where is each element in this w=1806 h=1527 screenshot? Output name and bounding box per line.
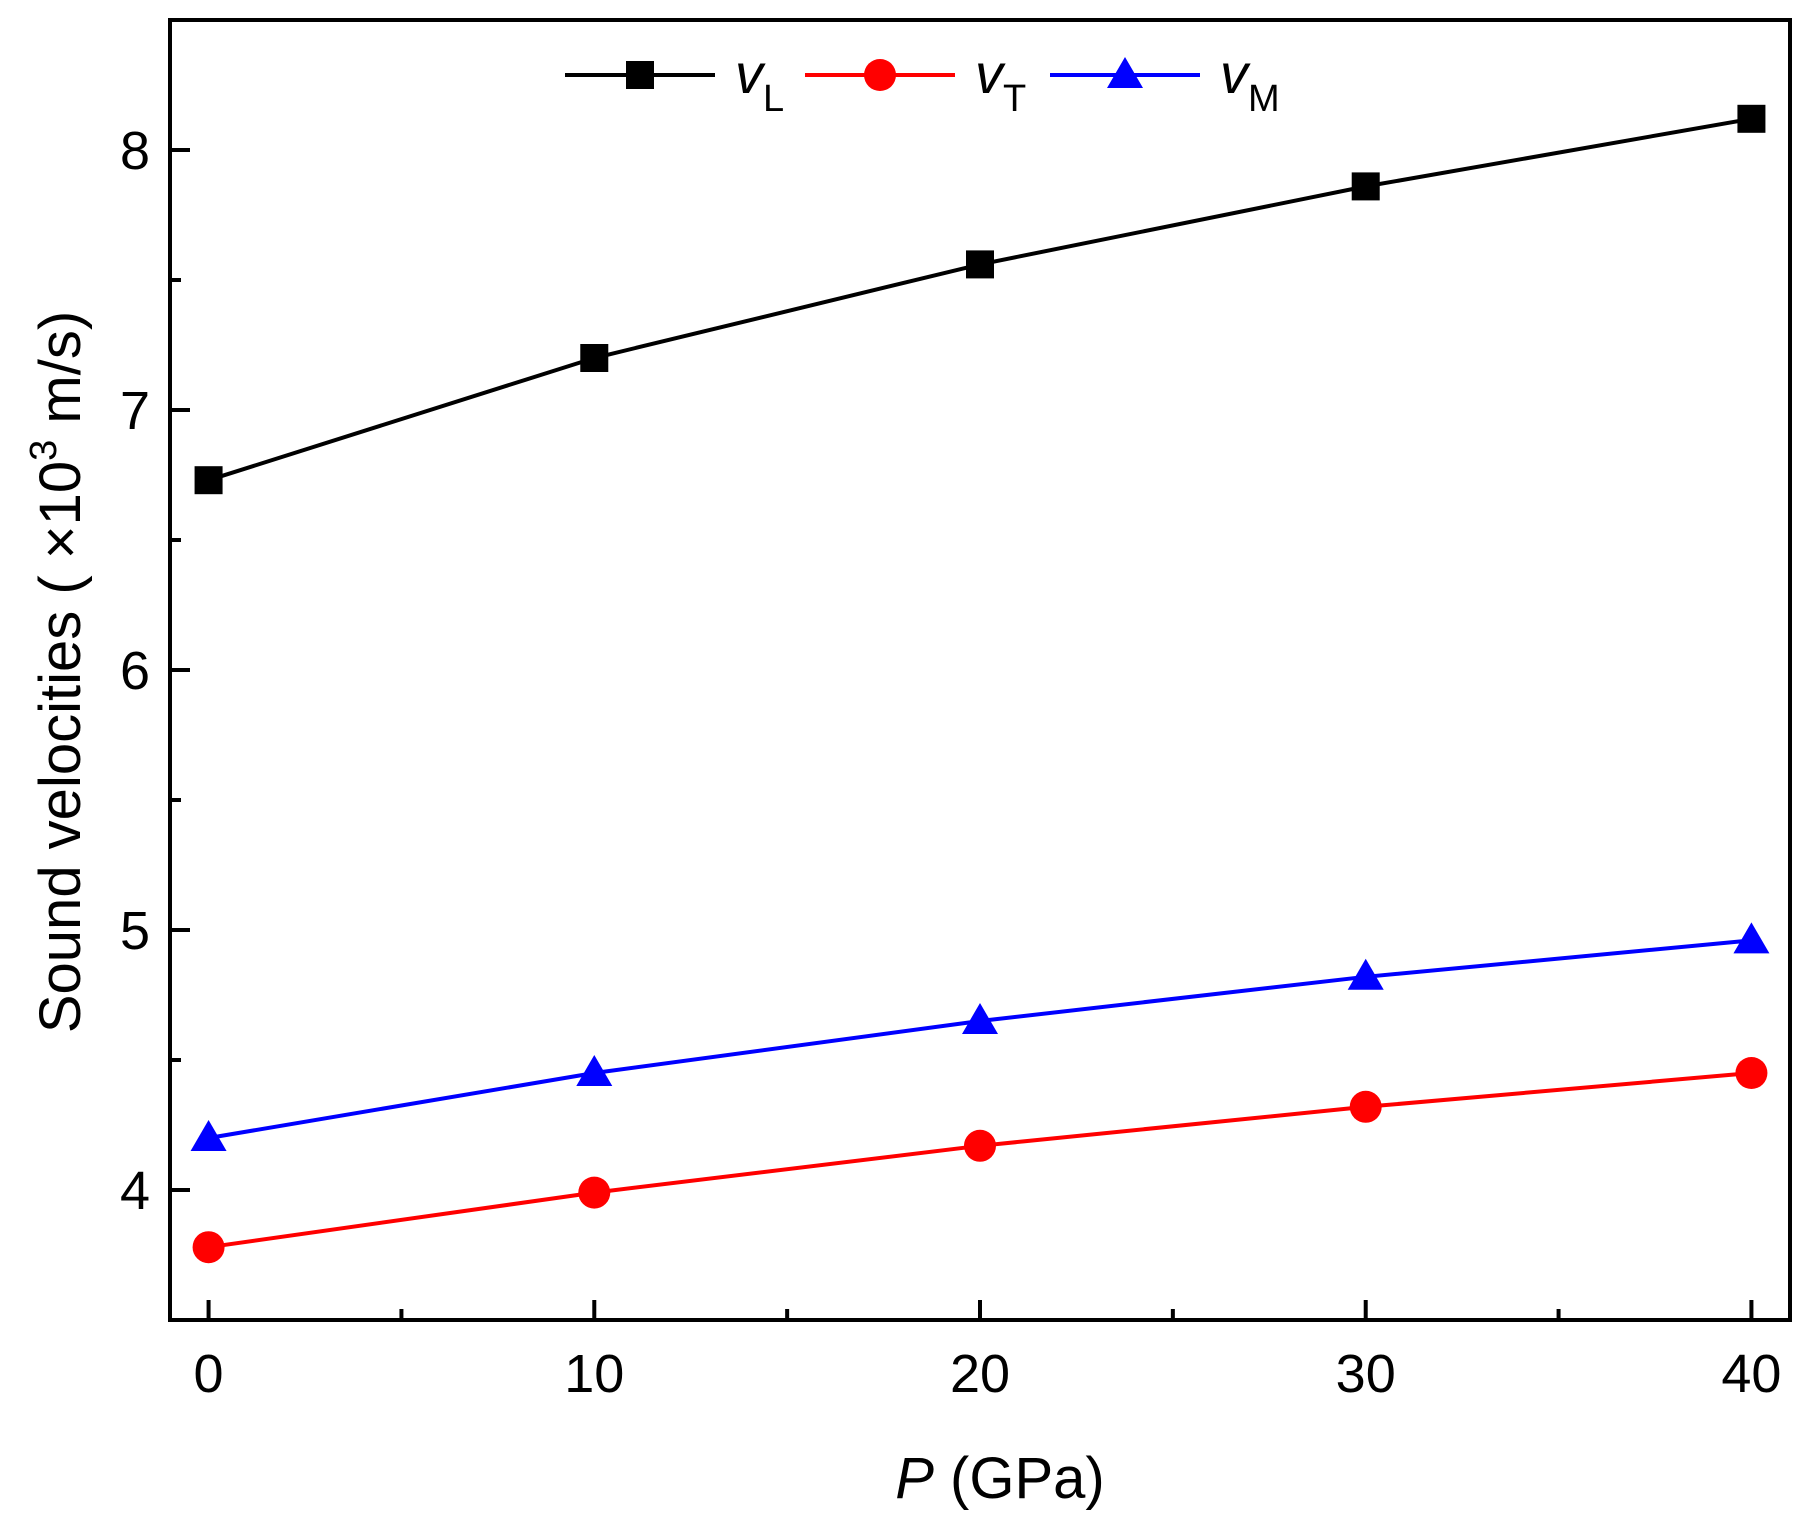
legend-symbol: v	[975, 42, 1006, 105]
y-axis-title-sup: 3	[23, 440, 65, 461]
x-tick-label: 40	[1721, 1344, 1781, 1404]
data-point-vL	[580, 344, 609, 372]
x-tick-label: 30	[1336, 1344, 1396, 1404]
legend: vL vT vM	[565, 42, 1280, 120]
series-vL	[194, 104, 1766, 495]
x-tick-label: 20	[950, 1344, 1010, 1404]
series-line-vM	[208, 938, 1752, 1140]
legend-label-vT: vT	[975, 42, 1026, 120]
y-axis-title-prefix: Sound velocities ( ×10	[28, 461, 93, 1033]
axes-layer: 0 10 20 30 40 4 5 6 7 8	[120, 18, 1792, 1404]
data-point-vL	[966, 250, 994, 279]
data-point-vT	[964, 1129, 996, 1162]
legend-entry-vM: vM	[1050, 42, 1280, 120]
x-axis-title-var: P	[895, 1446, 934, 1511]
x-tick-label: 10	[564, 1344, 624, 1404]
legend-subscript: L	[763, 78, 784, 120]
y-tick-label: 6	[120, 641, 150, 701]
y-tick-label: 7	[120, 381, 150, 441]
data-point-vT	[1735, 1057, 1768, 1089]
x-tick-label: 0	[194, 1344, 224, 1404]
series-layer	[190, 104, 1770, 1264]
data-point-vM	[190, 1120, 227, 1151]
data-point-vM	[1347, 958, 1384, 990]
x-axis-title-unit: (GPa)	[934, 1446, 1105, 1511]
y-axis-title: Sound velocities ( ×103 m/s)	[23, 311, 93, 1033]
legend-label-vM: vM	[1220, 42, 1280, 120]
legend-marker-vT	[864, 59, 896, 91]
data-point-vT	[578, 1176, 611, 1209]
series-line-vL	[207, 116, 1752, 483]
data-point-vT	[1349, 1090, 1382, 1123]
data-point-vM	[576, 1055, 613, 1086]
legend-entry-vL: vL	[565, 42, 784, 120]
legend-label-vL: vL	[735, 42, 784, 120]
legend-entry-vT: vT	[805, 42, 1026, 120]
data-point-vM	[962, 1003, 998, 1034]
legend-symbol: v	[1220, 42, 1251, 105]
plot-frame	[168, 18, 1792, 1322]
legend-symbol: v	[735, 42, 766, 105]
legend-marker-vL	[626, 61, 654, 89]
x-axis-title: P (GPa)	[895, 1446, 1105, 1511]
series-vM	[190, 922, 1770, 1151]
y-tick-label: 4	[120, 1161, 150, 1221]
y-tick-label: 5	[120, 901, 150, 961]
legend-subscript: M	[1248, 78, 1280, 120]
legend-marker-vM	[1107, 57, 1143, 88]
data-point-vL	[1351, 172, 1380, 201]
data-point-vL	[1737, 104, 1766, 133]
data-point-vT	[192, 1231, 225, 1264]
data-point-vL	[194, 466, 223, 495]
data-point-vM	[1733, 922, 1770, 954]
legend-subscript: T	[1003, 78, 1026, 120]
y-tick-label: 8	[120, 121, 150, 181]
y-axis-title-suffix: m/s)	[28, 311, 93, 440]
series-vT	[192, 1057, 1768, 1264]
